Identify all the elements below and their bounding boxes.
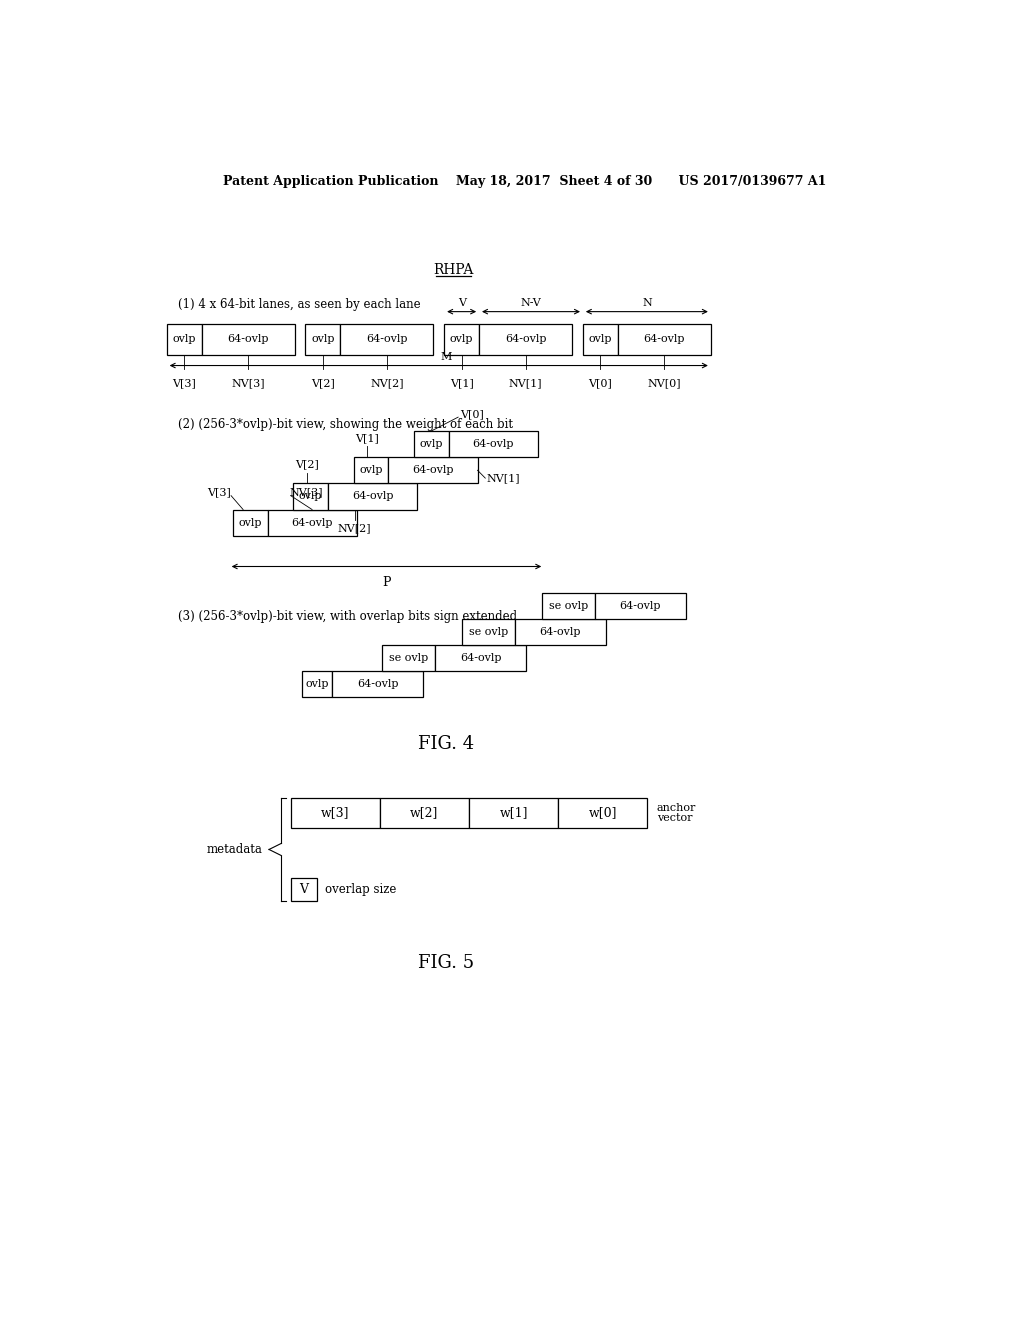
Text: V[1]: V[1] xyxy=(355,433,380,444)
FancyBboxPatch shape xyxy=(595,593,686,619)
Text: se ovlp: se ovlp xyxy=(469,627,508,638)
Text: NV[1]: NV[1] xyxy=(486,473,520,483)
Text: anchor: anchor xyxy=(656,803,696,813)
Text: overlap size: overlap size xyxy=(325,883,396,896)
Text: w[0]: w[0] xyxy=(589,807,616,820)
FancyBboxPatch shape xyxy=(291,797,380,829)
Text: P: P xyxy=(382,576,391,589)
FancyBboxPatch shape xyxy=(232,510,267,536)
Text: ovlp: ovlp xyxy=(311,334,335,345)
FancyBboxPatch shape xyxy=(340,323,433,355)
Text: (2) (256-3*ovlp)-bit view, showing the weight of each bit: (2) (256-3*ovlp)-bit view, showing the w… xyxy=(178,417,513,430)
Text: NV[2]: NV[2] xyxy=(370,378,403,388)
FancyBboxPatch shape xyxy=(542,593,595,619)
Text: 64-ovlp: 64-ovlp xyxy=(643,334,685,345)
Text: ovlp: ovlp xyxy=(589,334,612,345)
Text: ovlp: ovlp xyxy=(305,680,329,689)
Text: NV[1]: NV[1] xyxy=(509,378,543,388)
FancyBboxPatch shape xyxy=(380,797,469,829)
FancyBboxPatch shape xyxy=(332,671,423,697)
Text: 64-ovlp: 64-ovlp xyxy=(356,680,398,689)
Text: V[3]: V[3] xyxy=(207,487,231,498)
Text: NV[3]: NV[3] xyxy=(289,487,323,498)
Text: NV[0]: NV[0] xyxy=(647,378,681,388)
Text: V[2]: V[2] xyxy=(311,378,335,388)
Text: w[1]: w[1] xyxy=(500,807,527,820)
Text: N: N xyxy=(642,298,651,308)
Text: se ovlp: se ovlp xyxy=(549,601,588,611)
FancyBboxPatch shape xyxy=(479,323,572,355)
Text: Patent Application Publication    May 18, 2017  Sheet 4 of 30      US 2017/01396: Patent Application Publication May 18, 2… xyxy=(223,176,826,187)
Text: RHPA: RHPA xyxy=(433,263,474,277)
Text: w[3]: w[3] xyxy=(322,807,349,820)
FancyBboxPatch shape xyxy=(558,797,647,829)
Text: (1) 4 x 64-bit lanes, as seen by each lane: (1) 4 x 64-bit lanes, as seen by each la… xyxy=(178,298,421,312)
Text: ovlp: ovlp xyxy=(172,334,196,345)
FancyBboxPatch shape xyxy=(382,645,435,671)
FancyBboxPatch shape xyxy=(444,323,479,355)
FancyBboxPatch shape xyxy=(202,323,295,355)
Text: V[0]: V[0] xyxy=(461,409,484,418)
Text: N-V: N-V xyxy=(520,298,542,308)
FancyBboxPatch shape xyxy=(435,645,526,671)
FancyBboxPatch shape xyxy=(515,619,606,645)
Text: V[3]: V[3] xyxy=(172,378,197,388)
Text: NV[3]: NV[3] xyxy=(231,378,265,388)
Text: V[0]: V[0] xyxy=(589,378,612,388)
Text: ovlp: ovlp xyxy=(239,517,262,528)
Text: V[1]: V[1] xyxy=(450,378,473,388)
Text: vector: vector xyxy=(656,813,692,824)
FancyBboxPatch shape xyxy=(414,430,449,457)
FancyBboxPatch shape xyxy=(267,510,356,536)
Text: V: V xyxy=(458,298,466,308)
Text: metadata: metadata xyxy=(207,843,263,855)
Text: 64-ovlp: 64-ovlp xyxy=(291,517,333,528)
FancyBboxPatch shape xyxy=(469,797,558,829)
FancyBboxPatch shape xyxy=(353,457,388,483)
Text: V[2]: V[2] xyxy=(295,459,318,470)
FancyBboxPatch shape xyxy=(305,323,340,355)
Text: (3) (256-3*ovlp)-bit view, with overlap bits sign extended: (3) (256-3*ovlp)-bit view, with overlap … xyxy=(178,610,517,623)
Text: ovlp: ovlp xyxy=(420,440,443,449)
Text: NV[2]: NV[2] xyxy=(338,524,372,533)
Text: ovlp: ovlp xyxy=(359,465,383,475)
FancyBboxPatch shape xyxy=(291,878,317,902)
Text: se ovlp: se ovlp xyxy=(389,653,428,663)
Text: 64-ovlp: 64-ovlp xyxy=(540,627,582,638)
Text: FIG. 4: FIG. 4 xyxy=(418,735,474,752)
Text: ovlp: ovlp xyxy=(299,491,323,502)
FancyBboxPatch shape xyxy=(167,323,202,355)
FancyBboxPatch shape xyxy=(302,671,332,697)
Text: 64-ovlp: 64-ovlp xyxy=(460,653,502,663)
FancyBboxPatch shape xyxy=(583,323,617,355)
Text: ovlp: ovlp xyxy=(450,334,473,345)
FancyBboxPatch shape xyxy=(617,323,711,355)
FancyBboxPatch shape xyxy=(449,430,538,457)
Text: 64-ovlp: 64-ovlp xyxy=(620,601,662,611)
Text: w[2]: w[2] xyxy=(411,807,438,820)
FancyBboxPatch shape xyxy=(388,457,477,483)
Text: 64-ovlp: 64-ovlp xyxy=(505,334,547,345)
Text: M: M xyxy=(440,351,452,362)
FancyBboxPatch shape xyxy=(462,619,515,645)
Text: 64-ovlp: 64-ovlp xyxy=(227,334,269,345)
Text: 64-ovlp: 64-ovlp xyxy=(367,334,408,345)
Text: FIG. 5: FIG. 5 xyxy=(418,954,474,972)
Text: 64-ovlp: 64-ovlp xyxy=(352,491,393,502)
Text: V: V xyxy=(299,883,308,896)
FancyBboxPatch shape xyxy=(328,483,417,510)
Text: 64-ovlp: 64-ovlp xyxy=(413,465,454,475)
Text: 64-ovlp: 64-ovlp xyxy=(473,440,514,449)
FancyBboxPatch shape xyxy=(293,483,328,510)
